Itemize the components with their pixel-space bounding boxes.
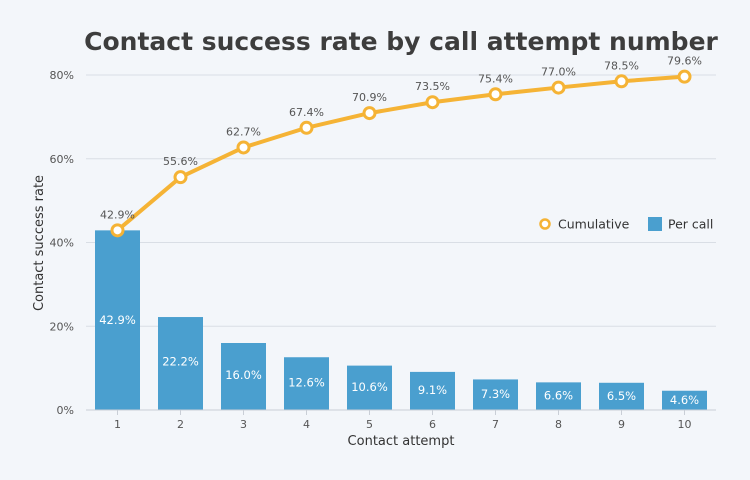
- bar-value-label: 9.1%: [418, 383, 447, 397]
- line-value-label: 77.0%: [541, 66, 576, 79]
- grid: [86, 74, 716, 327]
- bar: [410, 371, 455, 410]
- bar-value-label: 16.0%: [225, 368, 262, 382]
- line-point: [110, 223, 125, 238]
- line-value-label: 70.9%: [352, 91, 387, 104]
- line-value-label: 67.4%: [289, 106, 324, 119]
- line-point: [362, 106, 377, 121]
- legend-swatch-cumulative: [539, 218, 551, 230]
- line-point: [236, 140, 251, 155]
- bar-value-label: 42.9%: [99, 313, 136, 327]
- axes: 0% 20% 40% 60% 80% 1 2 3 4 5 6 7 8 9 10: [50, 69, 716, 431]
- bar-value-label: 12.6%: [288, 376, 325, 390]
- bar: [536, 382, 581, 410]
- x-tick-label: 4: [303, 418, 310, 431]
- y-tick-label: 60%: [50, 153, 74, 166]
- bar-value-label: 6.6%: [544, 389, 573, 403]
- bar-value-label: 6.5%: [607, 389, 636, 403]
- x-tick-label: 8: [555, 418, 562, 431]
- bar: [158, 317, 203, 410]
- x-tick-label: 7: [492, 418, 499, 431]
- x-tick-label: 3: [240, 418, 247, 431]
- line-point: [551, 80, 566, 95]
- bar-value-label: 4.6%: [670, 393, 699, 407]
- x-tick-label: 9: [618, 418, 625, 431]
- per-call-bars: [95, 230, 707, 410]
- line-point: [488, 87, 503, 102]
- y-tick-label: 0%: [57, 404, 74, 417]
- bar: [347, 365, 392, 410]
- x-axis-label: Contact attempt: [348, 434, 455, 449]
- legend-swatch-per-call: [648, 217, 662, 231]
- line-value-label: 62.7%: [226, 125, 261, 138]
- x-tick-label: 5: [366, 418, 373, 431]
- legend-label-cumulative: Cumulative: [558, 217, 630, 232]
- line-point: [425, 95, 440, 110]
- y-axis-label: Contact success rate: [32, 175, 47, 311]
- chart-title: Contact success rate by call attempt num…: [84, 27, 718, 56]
- bar-value-label: 22.2%: [162, 355, 199, 369]
- bar: [662, 390, 707, 410]
- x-tick-label: 2: [177, 418, 184, 431]
- x-tick-label: 1: [114, 418, 121, 431]
- y-tick-label: 20%: [50, 320, 74, 333]
- legend-label-per-call: Per call: [668, 217, 713, 232]
- bar-value-label: 7.3%: [481, 387, 510, 401]
- line-point: [677, 69, 692, 84]
- line-point: [173, 170, 188, 185]
- line-value-label: 42.9%: [100, 208, 135, 221]
- line-point: [299, 120, 314, 135]
- line-value-label: 55.6%: [163, 155, 198, 168]
- bar: [221, 343, 266, 410]
- legend: Cumulative Per call: [539, 217, 713, 232]
- cumulative-line: [110, 69, 692, 238]
- y-tick-label: 40%: [50, 237, 74, 250]
- bar: [95, 230, 140, 410]
- cumulative-line-path: [115, 74, 687, 233]
- data-labels: 42.9% 22.2% 16.0% 12.6% 10.6% 9.1% 7.3% 6.6% 6.5…: [99, 55, 702, 407]
- line-value-label: 73.5%: [415, 80, 450, 93]
- line-point: [614, 74, 629, 89]
- bar-value-label: 10.6%: [351, 380, 388, 394]
- bar: [599, 382, 644, 410]
- x-tick-label: 6: [429, 418, 436, 431]
- line-value-label: 75.4%: [478, 72, 513, 85]
- bar: [284, 357, 329, 410]
- line-value-label: 79.6%: [667, 55, 702, 68]
- bar: [473, 379, 518, 410]
- line-value-label: 78.5%: [604, 59, 639, 72]
- x-tick-label: 10: [678, 418, 692, 431]
- y-tick-label: 80%: [50, 69, 74, 82]
